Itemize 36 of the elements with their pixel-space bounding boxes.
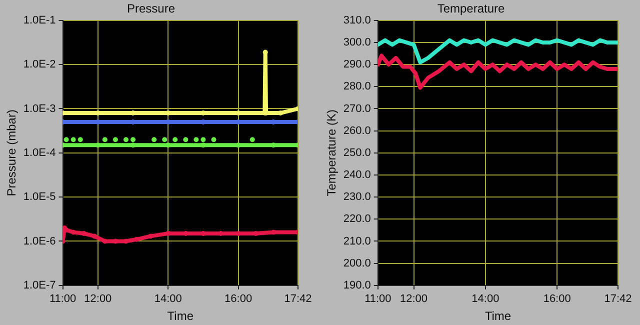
y-tick-label: 210.0 (343, 235, 371, 248)
y-tick-label: 1.0E-4 (23, 146, 56, 159)
x-tick-label: 16:00 (224, 293, 252, 306)
y-tick-label: 1.0E-6 (23, 235, 56, 248)
y-axis-title: Pressure (mbar) (4, 110, 19, 196)
y-tick-label: 280.0 (343, 80, 371, 93)
y-tick-label: 230.0 (343, 191, 371, 204)
y-tick-label: 240.0 (343, 169, 371, 182)
y-tick-label: 1.0E-7 (23, 279, 56, 292)
x-tick-label: 11:00 (49, 293, 76, 306)
y-tick-label: 310.0 (343, 14, 371, 26)
y-tick-label: 200.0 (343, 257, 371, 270)
x-axis-title: Time (167, 309, 194, 324)
y-tick-label: 220.0 (343, 213, 371, 226)
x-tick-label: 14:00 (154, 293, 182, 306)
y-tick-label: 1.0E-3 (23, 102, 56, 115)
x-tick-label: 17:42 (604, 293, 632, 306)
x-tick-label: 12:00 (84, 293, 112, 306)
y-tick-label: 290.0 (343, 58, 371, 71)
x-tick-label: 14:00 (472, 293, 500, 306)
y-tick-label: 1.0E-5 (23, 191, 56, 204)
y-tick-label: 270.0 (343, 102, 371, 115)
y-axis-title: Temperature (K) (324, 110, 339, 196)
x-tick-label: 17:42 (284, 293, 312, 306)
chart-title: Pressure (126, 2, 176, 16)
y-tick-label: 190.0 (343, 279, 371, 292)
x-axis-title: Time (484, 309, 512, 324)
x-tick-label: 12:00 (400, 293, 428, 306)
y-tick-label: 260.0 (343, 124, 371, 137)
y-tick-label: 1.0E-2 (23, 58, 56, 71)
chart-title: Temperature (437, 2, 506, 16)
x-tick-label: 11:00 (364, 293, 392, 306)
y-tick-label: 1.0E-1 (23, 14, 56, 26)
x-tick-label: 16:00 (543, 293, 571, 306)
y-tick-label: 250.0 (343, 146, 371, 159)
y-tick-label: 300.0 (343, 36, 371, 49)
